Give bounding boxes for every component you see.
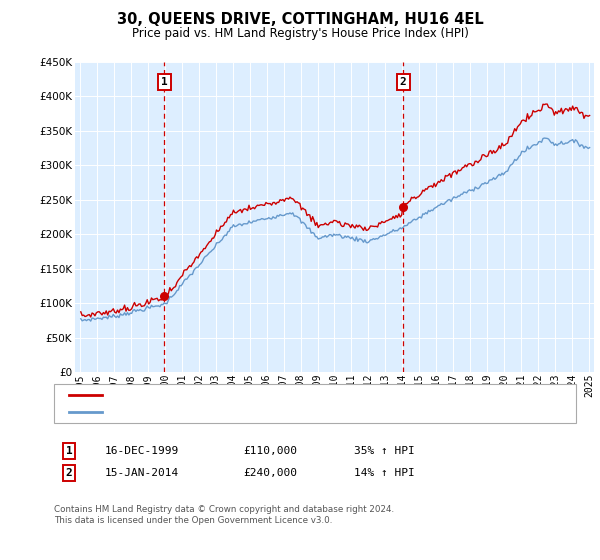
Text: 30, QUEENS DRIVE, COTTINGHAM, HU16 4EL: 30, QUEENS DRIVE, COTTINGHAM, HU16 4EL <box>116 12 484 27</box>
Text: 1: 1 <box>65 446 73 456</box>
Text: Price paid vs. HM Land Registry's House Price Index (HPI): Price paid vs. HM Land Registry's House … <box>131 27 469 40</box>
Text: 35% ↑ HPI: 35% ↑ HPI <box>354 446 415 456</box>
Text: £110,000: £110,000 <box>243 446 297 456</box>
Text: 30, QUEENS DRIVE, COTTINGHAM, HU16 4EL (detached house): 30, QUEENS DRIVE, COTTINGHAM, HU16 4EL (… <box>109 390 436 400</box>
Text: 2: 2 <box>65 468 73 478</box>
Text: 14% ↑ HPI: 14% ↑ HPI <box>354 468 415 478</box>
Text: 2: 2 <box>400 77 406 87</box>
Text: 16-DEC-1999: 16-DEC-1999 <box>105 446 179 456</box>
Text: Contains HM Land Registry data © Crown copyright and database right 2024.
This d: Contains HM Land Registry data © Crown c… <box>54 505 394 525</box>
Text: 1: 1 <box>161 77 167 87</box>
Text: £240,000: £240,000 <box>243 468 297 478</box>
Text: 15-JAN-2014: 15-JAN-2014 <box>105 468 179 478</box>
Text: HPI: Average price, detached house, East Riding of Yorkshire: HPI: Average price, detached house, East… <box>109 407 425 417</box>
